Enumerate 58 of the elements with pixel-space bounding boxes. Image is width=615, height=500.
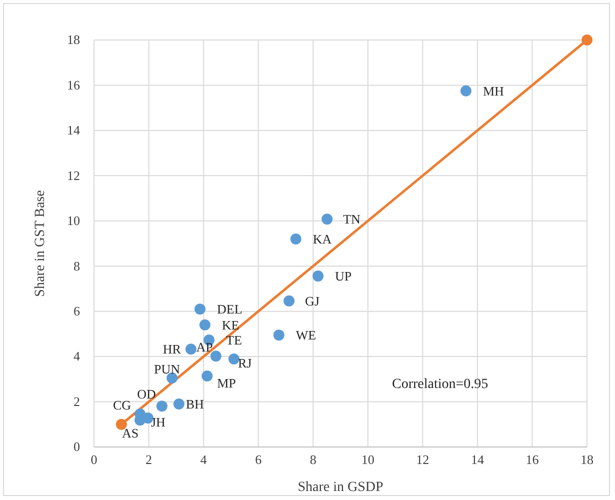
x-tick-label: 0 <box>90 452 98 468</box>
annotation: TN <box>343 212 362 227</box>
x-tick-label: 8 <box>310 452 316 468</box>
point <box>290 233 302 244</box>
y-tick-label: 0 <box>74 439 80 454</box>
y-tick-label: 2 <box>74 394 80 409</box>
annotation: Correlation=0.95 <box>392 377 488 392</box>
annotation: MP <box>217 376 236 391</box>
annotation: PUN <box>154 362 181 377</box>
x-tick-label: 10 <box>361 452 374 468</box>
annotation: RJ <box>238 356 252 371</box>
x-tick-label: 2 <box>146 452 152 468</box>
point <box>312 270 324 282</box>
y-tick-label: 8 <box>74 258 80 274</box>
annotation: WE <box>296 328 316 343</box>
annotation: MH <box>482 83 504 98</box>
y-tick-label: 10 <box>67 213 80 228</box>
point <box>199 319 210 330</box>
point <box>228 354 240 365</box>
annotation: UP <box>335 268 352 284</box>
annotation: BH <box>186 396 204 412</box>
annotation: KE <box>222 317 240 332</box>
annotation: KA <box>312 232 332 247</box>
y-tick-label: 18 <box>67 32 80 48</box>
point <box>202 370 213 382</box>
point <box>194 304 206 315</box>
y-tick-label: 12 <box>67 168 80 183</box>
annotation: TE <box>226 332 242 348</box>
point <box>156 400 168 412</box>
x-tick-label: 12 <box>416 452 430 468</box>
x-axis-title: Share in GSDP <box>298 480 384 495</box>
y-axis-title: Share in GST Base <box>33 190 48 297</box>
y-tick-label: 16 <box>67 77 80 92</box>
point <box>173 398 184 410</box>
y-tick-label: 4 <box>74 348 80 364</box>
x-tick-label: 6 <box>255 452 262 468</box>
x-tick-label: 18 <box>580 452 594 468</box>
x-tick-label: 4 <box>200 452 208 468</box>
point <box>582 34 592 46</box>
annotation: AP <box>196 340 213 355</box>
point <box>322 214 333 225</box>
point <box>284 295 295 306</box>
point <box>116 418 127 430</box>
point <box>210 350 222 362</box>
point <box>273 330 284 341</box>
y-tick-label: 14 <box>67 122 80 138</box>
annotation: GJ <box>305 293 320 308</box>
point <box>460 85 472 96</box>
annotation: OD <box>137 386 156 402</box>
annotation: AS <box>122 426 139 441</box>
y-tick-label: 6 <box>74 303 80 318</box>
point <box>185 344 196 355</box>
annotation: JH <box>150 414 166 430</box>
annotation: CG <box>112 398 132 413</box>
annotation: DEL <box>216 302 242 317</box>
x-tick-label: 14 <box>470 452 484 468</box>
annotation: HR <box>162 342 182 357</box>
x-tick-label: 16 <box>526 452 540 468</box>
